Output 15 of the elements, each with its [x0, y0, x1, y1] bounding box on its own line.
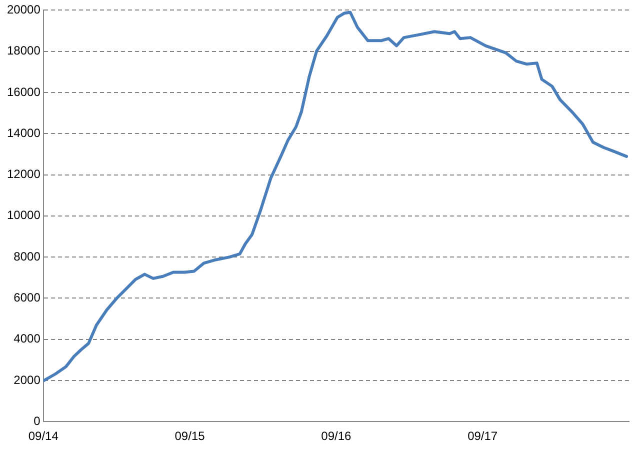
y-tick-label: 6000	[14, 290, 41, 304]
x-tick-label: 09/15	[174, 429, 206, 444]
y-tick-label: 4000	[14, 332, 41, 346]
y-tick-label: 12000	[6, 167, 41, 182]
x-tick-label: 09/16	[321, 429, 352, 444]
y-tick-label: 14000	[6, 126, 41, 140]
x-tick-label: 09/14	[28, 429, 59, 444]
y-tick-label: 0	[34, 414, 41, 428]
y-tick-label: 16000	[6, 84, 41, 99]
y-tick-label: 8000	[14, 249, 41, 264]
y-tick-label: 18000	[6, 44, 41, 58]
y-tick-label: 10000	[6, 208, 41, 222]
x-tick-label: 09/17	[468, 429, 498, 444]
y-tick-label: 2000	[14, 372, 41, 387]
y-tick-label: 20000	[6, 2, 41, 17]
